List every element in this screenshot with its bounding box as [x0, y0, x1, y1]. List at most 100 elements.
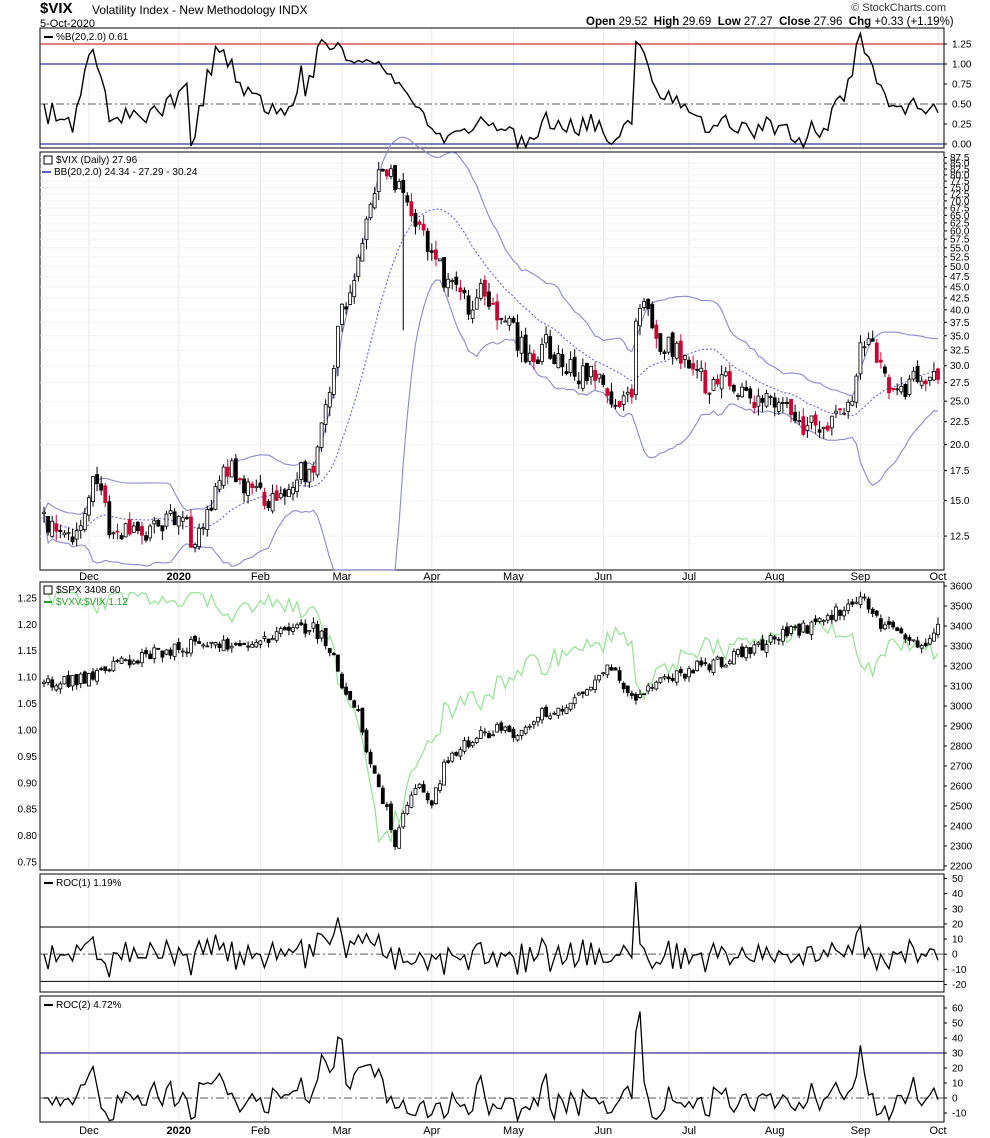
spx-candle-body-151: [658, 677, 663, 683]
vix-candle-body-127: [560, 354, 565, 368]
vix-candle-body-16: [107, 501, 112, 536]
vix-candle-body-181: [780, 402, 785, 404]
spx-candle-body-133: [585, 689, 589, 696]
roc2-x-label-5: May: [503, 1125, 524, 1137]
spx-candle-body-42: [213, 642, 218, 646]
spx-candle-body-73: [340, 673, 344, 689]
chg-value: +0.33 (+1.19%): [874, 16, 954, 28]
vix-candle-body-50: [246, 481, 251, 496]
vix-candle-body-37: [193, 544, 197, 548]
vix-candle-body-14: [99, 483, 104, 491]
spx-candle-body-82: [376, 774, 381, 788]
spx-candle-body-159: [691, 670, 695, 674]
spx-candle-body-172: [744, 646, 749, 659]
vix-candle-body-126: [556, 353, 561, 369]
spx-candle-body-201: [862, 596, 867, 599]
vix-candle-body-93: [421, 223, 426, 231]
vix-candle-body-187: [805, 425, 810, 431]
vix-candle-body-67: [315, 446, 320, 476]
pctb-tick-label-1: 1.00: [952, 60, 972, 71]
spx-candle-body-44: [221, 639, 226, 652]
spx-candle-body-100: [450, 752, 455, 762]
ratio-tick-label-2: 1.15: [18, 646, 38, 657]
vix-candle-body-23: [135, 521, 140, 532]
spx-candle-body-110: [491, 734, 495, 737]
vix-candle-body-90: [409, 201, 414, 217]
vix-tick-label-24: 27.5: [950, 378, 970, 389]
spx-candle-body-189: [813, 618, 818, 623]
ohlc-readout: Open 29.52 High 29.69 Low 27.27 Close 27…: [586, 16, 954, 28]
vix-tick-label-11: 60.0: [950, 226, 970, 237]
spx-candle-body-71: [331, 653, 336, 656]
spx-candle-body-78: [360, 707, 365, 733]
spx-candle-body-134: [589, 686, 593, 691]
spx-candle-body-89: [405, 805, 410, 815]
vix-candle-body-89: [405, 195, 410, 203]
vix-candle-body-32: [172, 511, 177, 526]
vix-candle-body-182: [785, 402, 789, 404]
vix-x-label-3: Mar: [333, 571, 352, 583]
vix-candle-body-66: [311, 465, 316, 473]
vix-candle-body-162: [703, 369, 708, 394]
vix-candle-body-81: [372, 193, 377, 209]
vix-candle-body-133: [585, 362, 589, 382]
spx-candle-body-143: [625, 685, 630, 694]
spx-candle-body-14: [99, 668, 104, 670]
spx-candle-body-105: [470, 742, 475, 747]
ratio-tick-label-8: 0.85: [18, 805, 38, 816]
spx-candle-body-135: [593, 679, 597, 690]
spx-candle-body-127: [560, 708, 565, 712]
vix-candle-body-12: [91, 476, 95, 502]
vix-candle-body-174: [752, 402, 757, 409]
vix-tick-label-7: 70.0: [950, 196, 970, 207]
vix-candle-body-36: [189, 516, 193, 548]
spx-candle-body-111: [495, 724, 500, 733]
vix-candle-body-160: [695, 368, 700, 371]
spx-candle-body-18: [115, 659, 120, 662]
spx-candle-body-170: [736, 649, 740, 655]
vix-tick-label-21: 35.0: [950, 331, 970, 342]
vix-candle-body-125: [552, 354, 557, 365]
vix-candle-body-188: [809, 415, 814, 423]
spx-tick-label-6: 3000: [950, 702, 973, 713]
vix-x-label-7: Jul: [682, 571, 696, 583]
spx-candle-body-179: [772, 636, 777, 640]
vix-candle-body-150: [654, 324, 659, 339]
spx-candle-body-122: [540, 708, 544, 721]
spx-candle-body-125: [552, 712, 557, 715]
ratio-tick-label-1: 1.20: [18, 620, 38, 631]
vix-candle-body-21: [127, 519, 132, 535]
vix-candle-body-61: [291, 487, 295, 495]
vix-candle-body-53: [258, 482, 263, 488]
pctb-tick-label-5: 0.00: [952, 140, 972, 151]
spx-candle-body-162: [703, 662, 708, 665]
spx-candle-body-139: [609, 667, 614, 671]
roc2-tick-label-4: 20: [952, 1064, 964, 1075]
spx-candle-body-68: [319, 630, 324, 639]
spx-legend: $SPX 3408.60: [56, 585, 121, 596]
vix-candle-body-75: [348, 292, 353, 305]
vix-candle-body-43: [217, 480, 222, 490]
spx-candle-body-212: [907, 637, 912, 641]
spx-candle-body-154: [670, 677, 675, 681]
vix-candle-body-148: [646, 298, 651, 309]
pctb-legend: %B(20,2.0) 0.61: [56, 32, 129, 43]
vix-candle-body-176: [760, 398, 765, 403]
vix-candle-body-168: [727, 371, 732, 387]
spx-candle-body-197: [846, 603, 851, 611]
vix-candle-body-214: [915, 365, 920, 382]
vix-tick-label-13: 55.0: [950, 243, 970, 254]
vix-tick-label-23: 30.0: [950, 361, 970, 372]
vix-candle-body-171: [740, 386, 744, 398]
vix-candle-body-191: [821, 426, 826, 429]
vix-candle-body-201: [862, 346, 867, 349]
spx-candle-body-190: [817, 618, 822, 622]
vix-candle-body-163: [707, 392, 712, 395]
spx-candle-body-167: [723, 664, 728, 668]
vix-candle-body-78: [360, 243, 365, 262]
vix-candle-body-192: [825, 425, 830, 431]
vix-candle-body-147: [642, 300, 646, 308]
spx-candle-body-141: [617, 670, 622, 681]
vix-candle-body-49: [242, 478, 246, 494]
spx-tick-label-14: 2200: [950, 862, 973, 873]
